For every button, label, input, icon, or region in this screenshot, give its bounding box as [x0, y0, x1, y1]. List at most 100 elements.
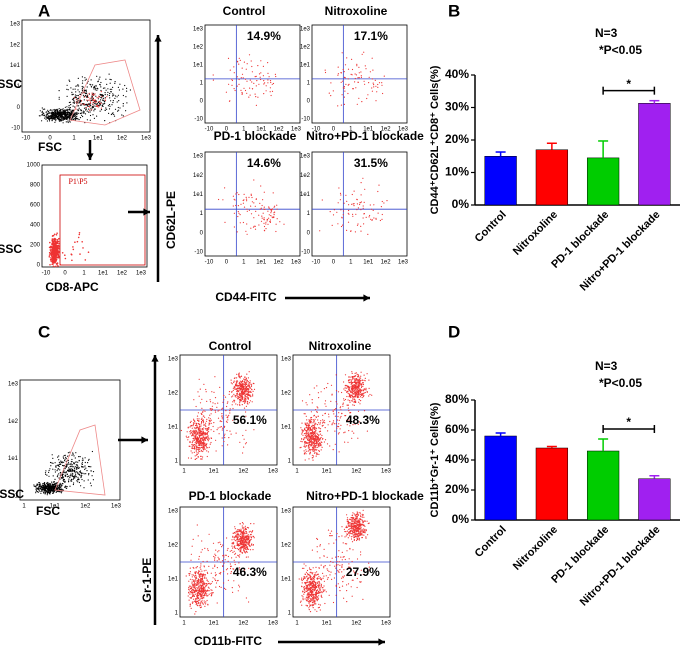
- event-dot: [238, 388, 240, 390]
- event-dot: [129, 89, 131, 91]
- tick-label: 1e2: [117, 136, 128, 142]
- event-dot: [203, 383, 205, 385]
- event-dot: [59, 483, 61, 485]
- event-dot: [352, 390, 354, 392]
- event-dot: [246, 537, 248, 539]
- event-dot: [240, 89, 242, 91]
- event-dot: [93, 108, 95, 110]
- event-dot: [56, 490, 58, 493]
- event-dot: [52, 241, 55, 244]
- event-dot: [50, 491, 52, 494]
- event-dot: [35, 492, 37, 494]
- event-dot: [203, 441, 205, 443]
- event-dot: [360, 75, 362, 77]
- event-dot: [375, 217, 377, 219]
- event-dot: [243, 381, 245, 383]
- event-dot: [237, 373, 240, 375]
- event-dot: [69, 451, 71, 453]
- event-dot: [68, 106, 70, 108]
- event-dot: [72, 248, 75, 251]
- tick-label: 0: [225, 127, 229, 133]
- event-dot: [51, 248, 53, 251]
- event-dot: [221, 445, 223, 447]
- event-dot: [347, 212, 349, 214]
- event-dot: [204, 605, 206, 608]
- event-dot: [104, 98, 106, 100]
- tick-label: 0: [332, 260, 336, 266]
- event-dot: [194, 445, 196, 448]
- event-dot: [192, 601, 194, 603]
- event-dot: [347, 399, 349, 401]
- event-dot: [243, 206, 246, 208]
- event-dot: [45, 116, 47, 118]
- event-dot: [351, 430, 353, 432]
- event-dot: [56, 242, 58, 244]
- event-dot: [340, 415, 342, 418]
- event-dot: [356, 388, 358, 390]
- event-dot: [56, 240, 58, 243]
- event-dot: [56, 110, 58, 112]
- event-dot: [316, 406, 318, 408]
- event-dot: [357, 207, 359, 209]
- event-dot: [194, 584, 196, 587]
- event-dot: [202, 444, 204, 446]
- event-dot: [188, 585, 190, 587]
- event-dot: [248, 545, 250, 547]
- event-dot: [314, 440, 316, 442]
- tick-label: 1e1: [193, 63, 204, 69]
- event-dot: [52, 109, 54, 111]
- event-dot: [48, 469, 50, 472]
- event-dot: [305, 429, 307, 431]
- tick-label: 0: [307, 99, 311, 105]
- event-dot: [208, 424, 210, 426]
- event-dot: [80, 104, 82, 106]
- event-dot: [68, 478, 70, 480]
- event-dot: [303, 413, 305, 415]
- event-dot: [267, 82, 269, 84]
- event-dot: [361, 389, 363, 391]
- event-dot: [357, 381, 359, 384]
- event-dot: [316, 436, 318, 438]
- event-dot: [346, 395, 348, 398]
- event-dot: [343, 432, 345, 434]
- event-dot: [240, 392, 242, 395]
- event-dot: [373, 204, 375, 206]
- event-dot: [352, 393, 355, 395]
- event-dot: [203, 427, 205, 429]
- event-dot: [193, 447, 196, 449]
- plot-title: Control: [223, 4, 266, 18]
- event-dot: [77, 118, 79, 120]
- event-dot: [351, 386, 354, 388]
- event-dot: [206, 433, 208, 435]
- event-dot: [266, 220, 268, 222]
- event-dot: [73, 98, 75, 100]
- event-dot: [352, 203, 354, 205]
- event-dot: [70, 113, 72, 115]
- event-dot: [50, 465, 52, 467]
- event-dot: [265, 223, 267, 225]
- event-dot: [242, 388, 245, 390]
- event-dot: [330, 384, 333, 386]
- event-dot: [201, 428, 203, 430]
- event-dot: [354, 372, 356, 374]
- event-dot: [111, 113, 113, 115]
- event-dot: [64, 106, 66, 108]
- event-dot: [191, 589, 193, 592]
- event-dot: [205, 445, 207, 447]
- event-dot: [327, 424, 329, 426]
- event-dot: [209, 408, 211, 410]
- event-dot: [76, 111, 78, 113]
- event-dot: [240, 400, 243, 402]
- event-dot: [239, 403, 241, 405]
- event-dot: [51, 481, 53, 483]
- event-dot: [268, 76, 270, 78]
- event-dot: [205, 601, 207, 603]
- event-dot: [91, 94, 93, 96]
- event-dot: [96, 115, 98, 117]
- event-dot: [204, 424, 207, 426]
- tick-label: -10: [42, 271, 51, 277]
- event-dot: [367, 233, 369, 235]
- event-dot: [67, 470, 69, 472]
- event-dot: [254, 76, 256, 78]
- event-dot: [245, 541, 247, 543]
